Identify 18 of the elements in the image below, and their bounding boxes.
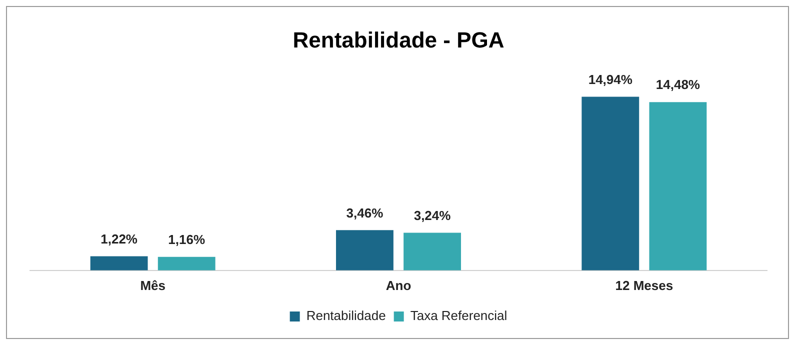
bar <box>336 230 394 270</box>
data-label: 1,22% <box>100 231 138 246</box>
bar <box>649 102 707 270</box>
data-label: 14,94% <box>588 72 633 87</box>
chart-title: Rentabilidade - PGA <box>292 27 504 52</box>
x-tick-label: 12 Meses <box>615 278 674 293</box>
legend-label: Taxa Referencial <box>410 308 508 324</box>
legend-label: Rentabilidade <box>306 308 386 324</box>
x-tick-label: Ano <box>386 278 412 293</box>
bar <box>158 256 216 270</box>
data-label: 3,46% <box>346 205 384 220</box>
bar <box>404 232 461 270</box>
bar <box>90 256 148 270</box>
data-label: 3,24% <box>414 208 452 223</box>
data-label: 14,48% <box>656 77 700 92</box>
data-label: 1,16% <box>168 232 206 247</box>
x-tick-label: Mês <box>140 278 166 293</box>
bar <box>582 96 640 270</box>
